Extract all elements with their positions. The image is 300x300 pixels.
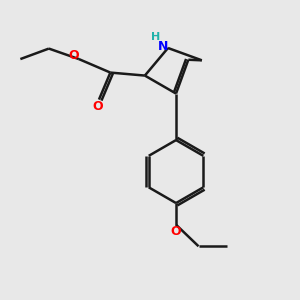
Text: O: O [92,100,103,113]
Text: O: O [68,49,79,62]
Text: N: N [158,40,168,53]
Text: H: H [152,32,160,42]
Text: O: O [171,225,181,238]
